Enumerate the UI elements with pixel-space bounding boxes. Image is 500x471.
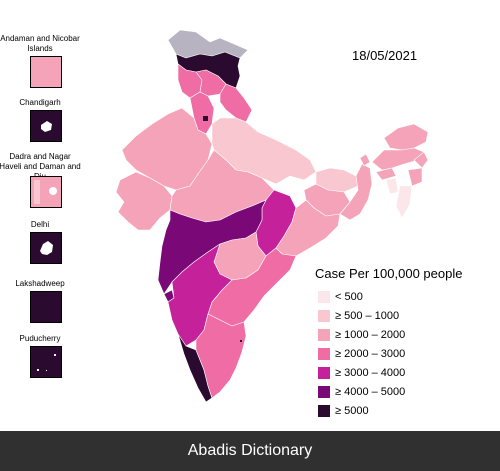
delhi-shape [40, 241, 53, 255]
legend-swatch [318, 405, 330, 417]
region-tamil-nadu [195, 313, 247, 399]
legend-label: ≥ 1000 – 2000 [335, 329, 406, 341]
legend-label: ≥ 5000 [335, 405, 369, 417]
puducherry-shape [37, 354, 56, 371]
legend-swatch [318, 329, 330, 341]
region-arunachal [383, 123, 429, 151]
inset-delhi-map [30, 232, 62, 264]
legend-swatch [318, 291, 330, 303]
region-rajasthan [121, 107, 213, 191]
legend-swatch [318, 310, 330, 322]
inset-andaman-map [30, 56, 62, 88]
inset-chandigarh-title: Chandigarh [19, 98, 61, 107]
inset-puducherry-title: Puducherry [19, 334, 61, 343]
legend-swatch [318, 367, 330, 379]
legend-label: ≥ 500 – 1000 [335, 310, 400, 322]
region-uttarakhand [219, 83, 253, 123]
region-odisha [275, 199, 341, 257]
legend-label: ≥ 4000 – 5000 [335, 386, 406, 398]
legend-label: ≥ 2000 – 3000 [335, 348, 406, 360]
region-tripura [385, 177, 399, 195]
region-west-bengal [339, 163, 373, 221]
legend-swatch [318, 386, 330, 398]
legend-title: Case Per 100,000 people [315, 266, 463, 281]
inset-lakshadweep-map [30, 291, 62, 323]
inset-delhi-title: Delhi [30, 220, 50, 229]
region-delhi [203, 116, 208, 121]
region-nagaland [413, 151, 429, 169]
inset-chandigarh-map [30, 110, 62, 142]
region-manipur [407, 167, 423, 187]
legend-label: ≥ 3000 – 4000 [335, 367, 406, 379]
region-puducherry [240, 340, 242, 342]
india-map [115, 29, 429, 403]
region-meghalaya [375, 167, 397, 181]
dadra-shape [31, 177, 61, 207]
map-date: 18/05/2021 [352, 48, 418, 63]
inset-puducherry-map [30, 346, 62, 378]
inset-andaman-title: Andaman and Nicobar Islands [0, 34, 80, 53]
region-karnataka [167, 243, 233, 347]
legend-label: < 500 [335, 291, 363, 303]
chandigarh-shape [41, 121, 52, 132]
footer-banner: Abadis Dictionary [0, 431, 500, 471]
region-sikkim [359, 153, 371, 167]
region-ladakh [167, 29, 249, 59]
legend-swatch [318, 348, 330, 360]
region-mizoram [395, 185, 413, 219]
region-gujarat [115, 171, 173, 231]
inset-lakshadweep-title: Lakshadweep [15, 279, 65, 288]
inset-dadra-map [30, 176, 62, 208]
